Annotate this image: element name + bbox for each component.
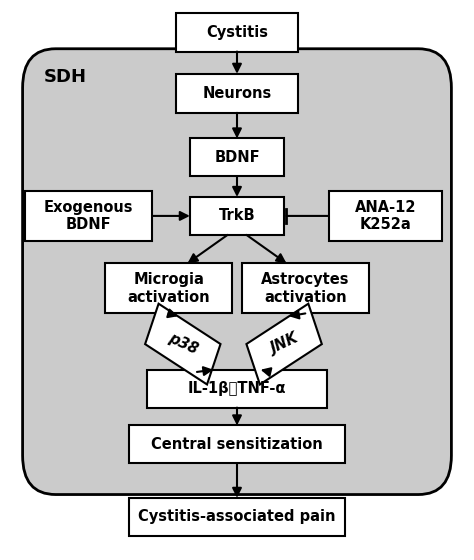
FancyBboxPatch shape bbox=[329, 191, 442, 241]
Text: ANA-12
K252a: ANA-12 K252a bbox=[355, 200, 416, 232]
Text: Exogenous
BDNF: Exogenous BDNF bbox=[44, 200, 133, 232]
FancyBboxPatch shape bbox=[25, 191, 152, 241]
Text: p38: p38 bbox=[166, 331, 200, 357]
Text: Microgia
activation: Microgia activation bbox=[128, 272, 210, 305]
Polygon shape bbox=[145, 304, 220, 385]
FancyBboxPatch shape bbox=[147, 370, 327, 408]
Text: IL-1β、TNF-α: IL-1β、TNF-α bbox=[188, 381, 286, 396]
FancyBboxPatch shape bbox=[105, 263, 232, 314]
Text: Astrocytes
activation: Astrocytes activation bbox=[261, 272, 350, 305]
Text: Central sensitization: Central sensitization bbox=[151, 437, 323, 452]
FancyBboxPatch shape bbox=[176, 74, 298, 113]
FancyBboxPatch shape bbox=[128, 426, 346, 463]
FancyBboxPatch shape bbox=[190, 138, 284, 176]
Text: BDNF: BDNF bbox=[214, 150, 260, 165]
FancyBboxPatch shape bbox=[128, 498, 346, 536]
Text: TrkB: TrkB bbox=[219, 208, 255, 223]
Text: Cystitis-associated pain: Cystitis-associated pain bbox=[138, 509, 336, 524]
FancyBboxPatch shape bbox=[242, 263, 369, 314]
Text: Neurons: Neurons bbox=[202, 86, 272, 101]
FancyBboxPatch shape bbox=[190, 197, 284, 235]
Text: JNK: JNK bbox=[268, 331, 301, 357]
Text: Cystitis: Cystitis bbox=[206, 25, 268, 40]
Polygon shape bbox=[246, 304, 322, 385]
FancyBboxPatch shape bbox=[176, 12, 298, 52]
FancyBboxPatch shape bbox=[23, 49, 451, 494]
Text: SDH: SDH bbox=[44, 68, 87, 86]
